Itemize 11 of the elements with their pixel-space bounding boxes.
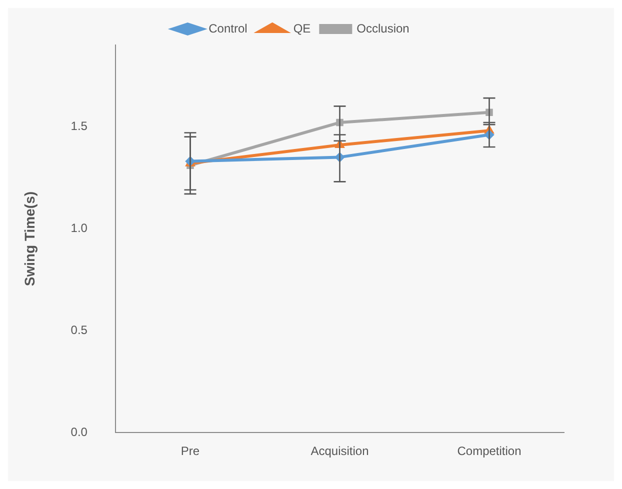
legend-label: QE [293, 21, 311, 36]
legend-label: Control [208, 21, 248, 36]
y-tick-label: 0.0 [70, 424, 88, 439]
x-tick-label: Pre [180, 444, 200, 458]
x-tick-label: Acquisition [310, 444, 369, 458]
x-tick-label: Competition [457, 444, 522, 458]
legend-label: Occlusion [356, 21, 410, 36]
y-tick-label: 1.5 [70, 118, 88, 133]
y-tick-label: 1.0 [70, 220, 88, 235]
y-axis-title: Swing Time(s) [21, 191, 38, 286]
y-tick-label: 0.5 [70, 322, 88, 337]
